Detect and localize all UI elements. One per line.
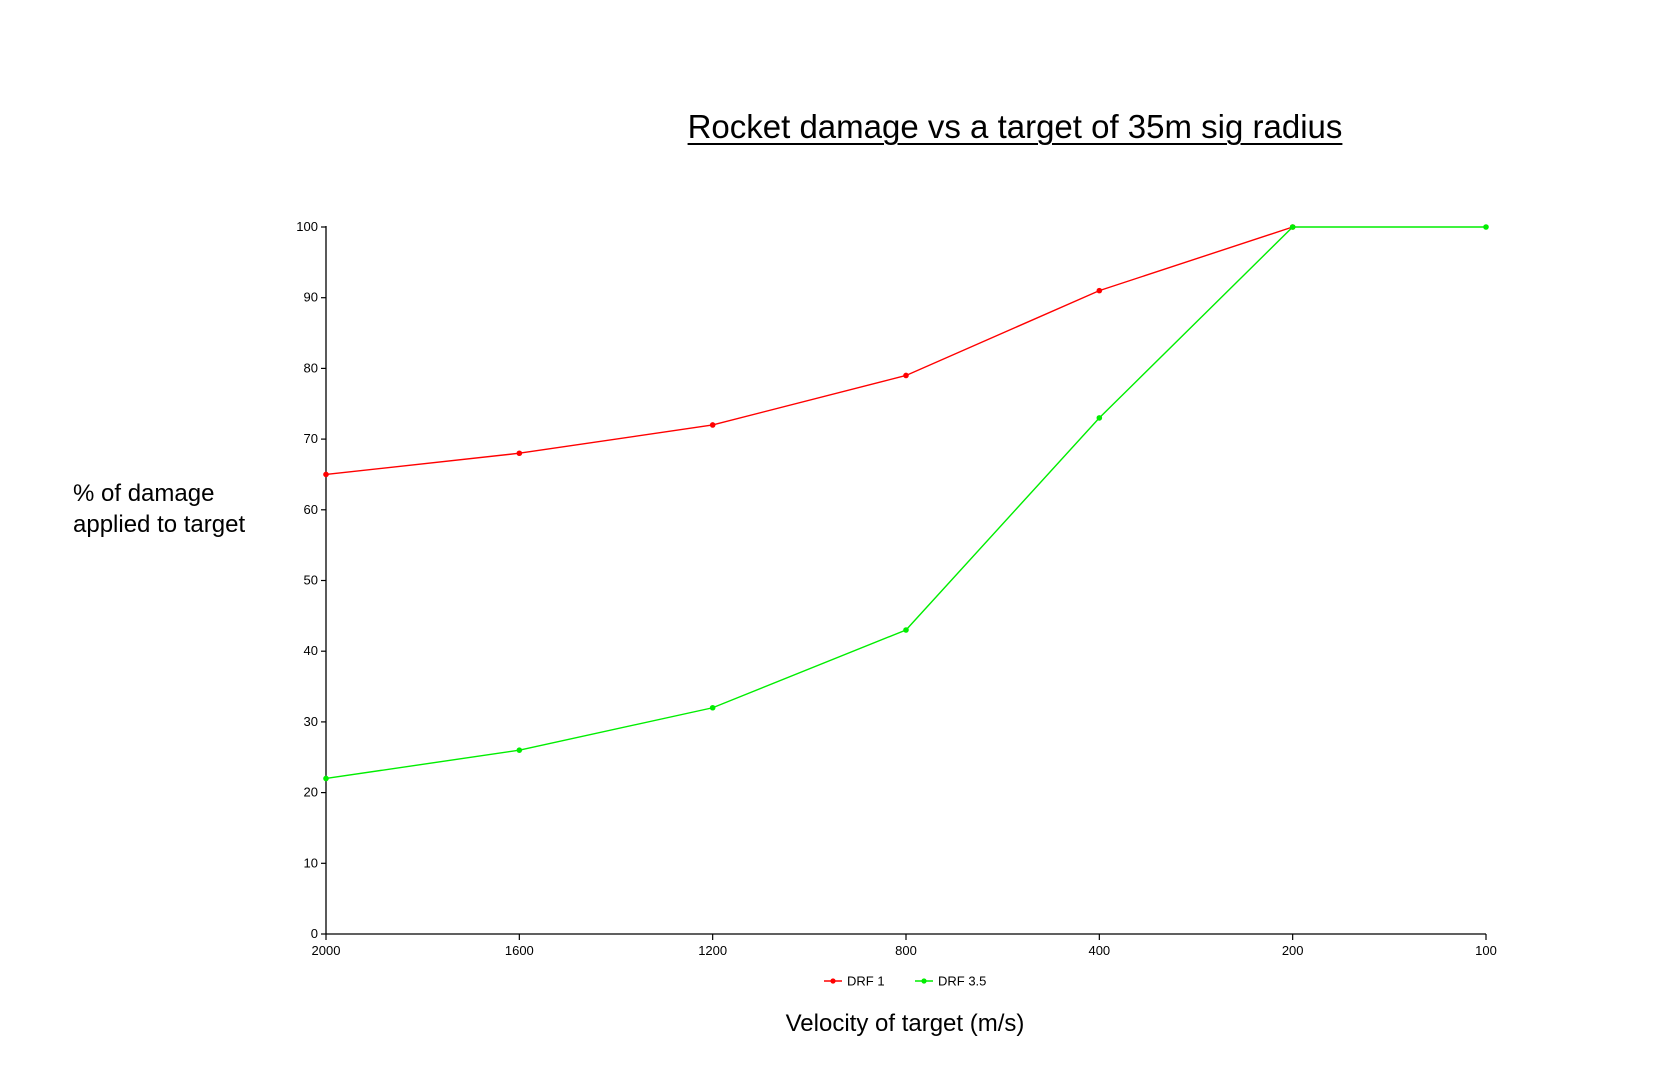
data-point: [323, 775, 329, 782]
y-tick-label: 40: [304, 643, 318, 658]
series-line: [325, 226, 1486, 780]
y-tick-label: 50: [304, 573, 318, 588]
x-tick-label: 2000: [312, 943, 341, 958]
data-point: [1096, 415, 1103, 421]
legend-swatch-marker: [921, 978, 927, 984]
y-axis-label-line-2: applied to target: [73, 511, 246, 538]
x-tick-label: 800: [895, 943, 917, 958]
y-tick-label: 100: [296, 219, 318, 234]
legend-item: DRF 3.5: [915, 974, 986, 989]
series-line: [325, 226, 1293, 476]
y-tick-label: 20: [304, 785, 318, 800]
y-tick-label: 90: [304, 290, 318, 305]
data-point: [1289, 224, 1296, 230]
data-point: [323, 471, 329, 478]
x-tick-label: 400: [1088, 943, 1110, 958]
y-tick-label: 30: [304, 714, 318, 729]
data-point: [1483, 224, 1489, 230]
legend-label: DRF 3.5: [938, 974, 986, 989]
legend-label: DRF 1: [847, 974, 885, 989]
data-point: [1096, 287, 1103, 294]
data-point: [903, 627, 909, 633]
y-tick-label: 70: [304, 431, 318, 446]
x-tick-label: 100: [1475, 943, 1497, 958]
y-tick-label: 80: [304, 360, 318, 375]
x-tick-label: 200: [1282, 943, 1304, 958]
series-2: [323, 224, 1489, 782]
legend-item: DRF 1: [824, 974, 885, 989]
y-tick-label: 0: [311, 926, 318, 941]
series-layer: [323, 224, 1489, 782]
y-axis-label: % of damage applied to target: [73, 478, 245, 540]
series-1: [323, 224, 1296, 478]
x-axis-label: Velocity of target (m/s): [785, 1010, 1025, 1037]
y-axis-label-line-1: % of damage: [73, 480, 215, 507]
chart-title: Rocket damage vs a target of 35m sig rad…: [687, 108, 1343, 145]
x-tick-label: 1600: [505, 943, 534, 958]
data-point: [903, 372, 909, 379]
x-tick-label: 1200: [698, 943, 727, 958]
data-point: [709, 704, 716, 711]
axes: 0 10 20 30 40 50 60 70 80 90 100 2000 1600 1200 800 400…: [296, 219, 1497, 958]
data-point: [516, 450, 523, 457]
legend-swatch-marker: [830, 978, 836, 984]
y-tick-label: 60: [304, 502, 318, 517]
data-point: [516, 747, 523, 753]
legend: DRF 1 DRF 3.5: [824, 974, 986, 989]
y-tick-label: 10: [304, 855, 318, 870]
data-point: [709, 422, 716, 428]
